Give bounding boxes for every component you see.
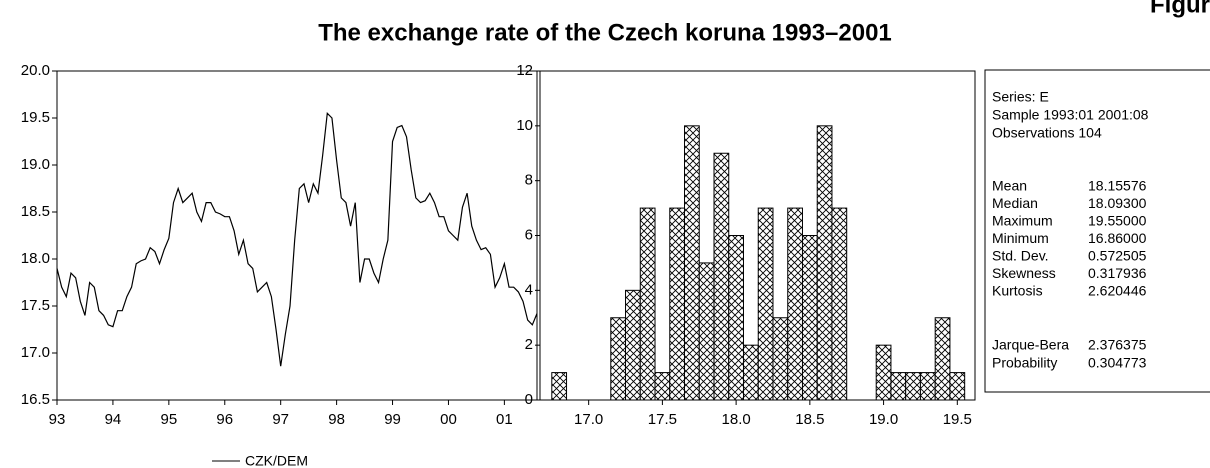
y-tick-label: 20.0 — [21, 62, 50, 79]
stats-observations: Observations 104 — [992, 125, 1102, 141]
series-line — [56, 111, 538, 367]
stat-value: 18.15576 — [1088, 178, 1147, 194]
test-value: 0.304773 — [1088, 355, 1147, 371]
histogram-bar — [905, 372, 921, 401]
stats-series: Series: E — [992, 89, 1049, 105]
stat-name: Maximum — [992, 213, 1053, 229]
histogram-bar — [654, 372, 671, 401]
x-tick-label: 94 — [105, 411, 122, 428]
chart-title: The exchange rate of the Czech koruna 19… — [318, 19, 892, 46]
figure-label: Figure 1 — [1150, 0, 1210, 18]
x-tick-label: 01 — [496, 411, 513, 428]
x-tick-label: 98 — [328, 411, 345, 428]
x-tick-label: 95 — [161, 411, 178, 428]
y-tick-label: 4 — [525, 281, 533, 298]
x-tick-label: 19.5 — [943, 411, 972, 428]
x-tick-label: 17.0 — [574, 411, 603, 428]
histogram-bar — [684, 125, 700, 401]
stat-name: Skewness — [992, 265, 1056, 281]
histogram-bar — [551, 372, 568, 401]
y-tick-label: 0 — [525, 391, 533, 408]
y-tick-label: 16.5 — [21, 391, 50, 408]
y-tick-label: 2 — [525, 336, 533, 353]
histogram-bar — [816, 125, 833, 401]
stat-value: 16.86000 — [1088, 230, 1147, 246]
x-tick-label: 96 — [216, 411, 233, 428]
x-tick-label: 97 — [272, 411, 289, 428]
stat-value: 2.620446 — [1088, 283, 1147, 299]
histogram-bar — [787, 207, 803, 401]
stat-value: 18.09300 — [1088, 195, 1147, 211]
x-tick-label: 99 — [384, 411, 401, 428]
histogram-bar — [757, 207, 774, 401]
stat-name: Std. Dev. — [992, 248, 1049, 264]
histogram-bar — [713, 152, 730, 401]
stat-value: 19.55000 — [1088, 213, 1147, 229]
histogram-bar — [610, 317, 627, 401]
histogram-bar — [742, 344, 759, 401]
y-tick-label: 8 — [525, 172, 533, 189]
histogram-bar — [934, 317, 951, 401]
stat-name: Kurtosis — [992, 283, 1043, 299]
stat-name: Median — [992, 195, 1038, 211]
y-tick-label: 10 — [516, 117, 533, 134]
y-tick-label: 17.5 — [21, 297, 50, 314]
histogram-bar — [639, 207, 656, 401]
x-tick-label: 17.5 — [648, 411, 677, 428]
histogram-bar — [831, 207, 848, 401]
histogram-bar — [919, 372, 936, 401]
stat-value: 0.572505 — [1088, 248, 1147, 264]
test-name: Probability — [992, 355, 1057, 371]
y-tick-label: 18.0 — [21, 250, 50, 267]
stats-box — [984, 69, 1210, 393]
y-tick-label: 18.5 — [21, 203, 50, 220]
x-tick-label: 19.0 — [869, 411, 898, 428]
stat-value: 0.317936 — [1088, 265, 1147, 281]
y-tick-label: 17.0 — [21, 344, 50, 361]
histogram-bar — [728, 235, 744, 401]
x-tick-label: 93 — [49, 411, 66, 428]
y-tick-label: 6 — [525, 226, 533, 243]
stats-sample: Sample 1993:01 2001:08 — [992, 107, 1149, 123]
histogram-bar — [801, 235, 818, 401]
test-value: 2.376375 — [1088, 337, 1147, 353]
histogram-bar — [698, 262, 715, 401]
y-tick-label: 19.5 — [21, 109, 50, 126]
test-name: Jarque-Bera — [992, 337, 1069, 353]
histogram-bar — [669, 207, 686, 401]
legend-label: CZK/DEM — [245, 453, 308, 468]
histogram-bar — [875, 344, 892, 401]
x-tick-label: 00 — [440, 411, 457, 428]
stat-name: Mean — [992, 178, 1027, 194]
stat-name: Minimum — [992, 230, 1049, 246]
x-tick-label: 18.5 — [795, 411, 824, 428]
x-tick-label: 18.0 — [722, 411, 751, 428]
histogram-bar — [949, 372, 966, 401]
histogram-bar — [625, 289, 641, 401]
histogram-bar — [890, 372, 907, 401]
plot-frame — [56, 70, 538, 401]
histogram-bar — [772, 317, 789, 401]
y-tick-label: 19.0 — [21, 156, 50, 173]
y-tick-label: 12 — [516, 62, 533, 79]
